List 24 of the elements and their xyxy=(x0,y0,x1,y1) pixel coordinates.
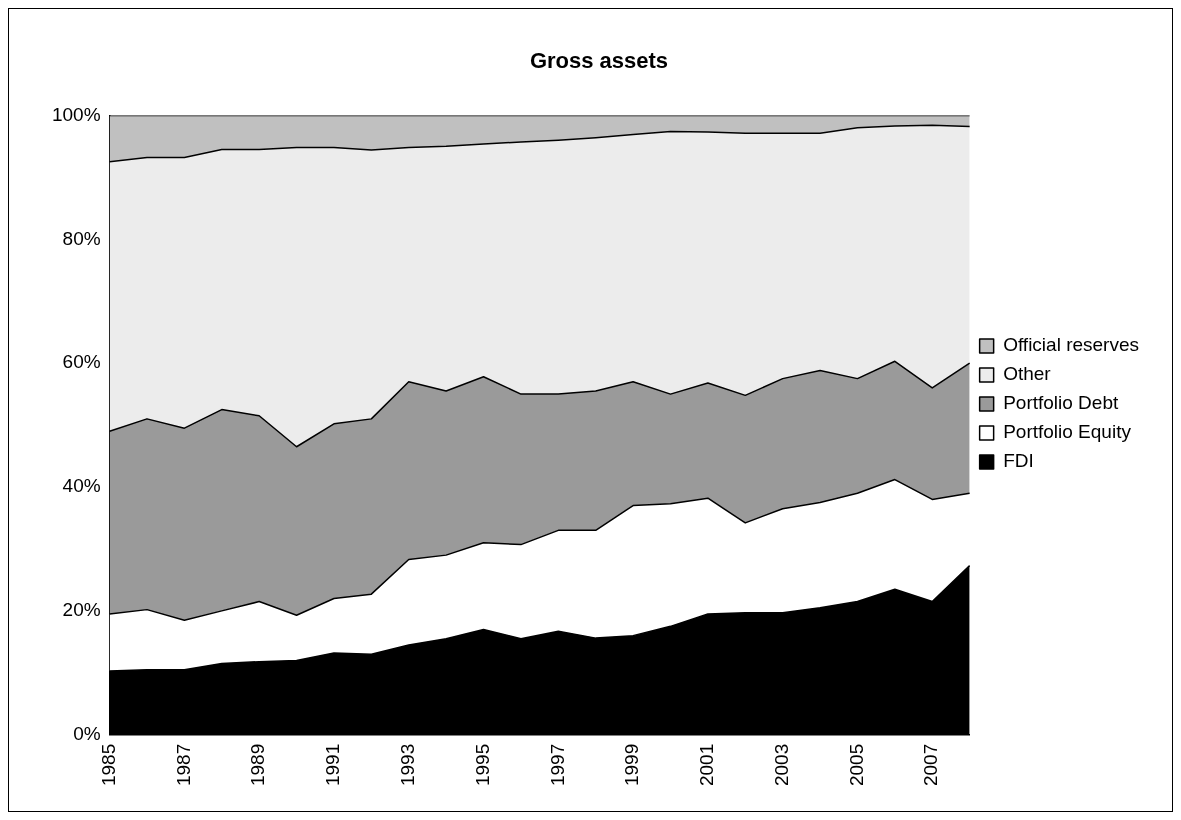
x-tick-label: 2001 xyxy=(696,743,718,787)
y-tick-label: 100% xyxy=(51,103,101,125)
y-tick-label: 0% xyxy=(73,722,101,744)
chart-title: Gross assets xyxy=(529,48,669,74)
x-tick-label: 1987 xyxy=(172,743,194,787)
x-tick-label: 1995 xyxy=(471,743,493,787)
legend-label: Other xyxy=(1003,363,1052,385)
x-tick-label: 1997 xyxy=(546,743,568,787)
legend-label: Portfolio Debt xyxy=(1003,392,1119,414)
y-tick-label: 60% xyxy=(62,351,101,373)
y-tick-label: 80% xyxy=(62,227,101,249)
y-tick-label: 40% xyxy=(62,475,101,497)
y-tick-label: 20% xyxy=(62,599,101,621)
x-tick-label: 1999 xyxy=(621,743,643,787)
x-tick-label: 2007 xyxy=(920,743,942,787)
x-tick-label: 1989 xyxy=(247,743,269,787)
x-tick-label: 1985 xyxy=(97,743,119,787)
x-tick-label: 1993 xyxy=(396,743,418,787)
x-tick-label: 2005 xyxy=(845,743,867,787)
legend-label: FDI xyxy=(1003,450,1034,472)
x-tick-label: 2003 xyxy=(770,743,792,787)
legend-label: Portfolio Equity xyxy=(1003,421,1132,443)
legend-label: Official reserves xyxy=(1003,334,1139,356)
x-tick-label: 1991 xyxy=(322,743,344,787)
